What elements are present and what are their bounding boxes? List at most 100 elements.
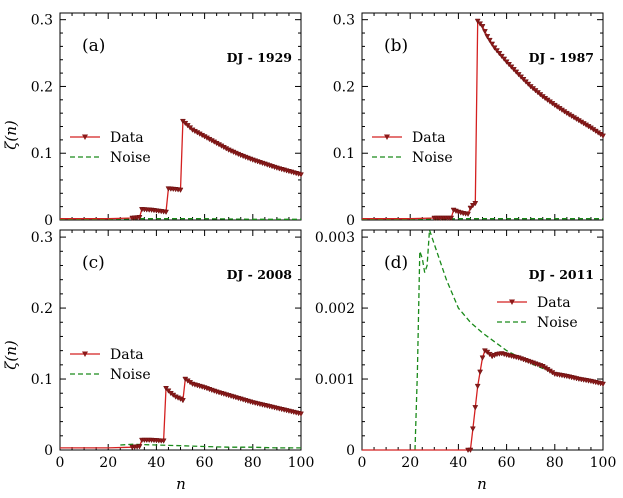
data-marker <box>486 37 493 44</box>
x-axis-label-left: n <box>176 475 186 493</box>
x-tick-label: 100 <box>590 455 617 471</box>
data-marker <box>503 59 510 65</box>
data-marker <box>498 53 505 60</box>
panel-1: 0 0.1 0.2 0.3 (b) DJ - 1987 Data Noise <box>333 12 606 229</box>
panel-2: 0 20 40 60 80 100 0 0.1 0.2 0.3 (c) DJ - 2008 Data No… <box>31 229 315 471</box>
legend-data-marker <box>384 134 390 140</box>
y-axis-label-bottom: ζ(n) <box>2 340 20 370</box>
noise-series-line <box>120 443 301 449</box>
panel-title: DJ - 1987 <box>529 50 594 65</box>
legend-data-label: Data <box>110 347 144 363</box>
data-series-line <box>60 377 302 449</box>
data-marker <box>179 398 186 404</box>
data-marker <box>474 18 481 25</box>
y-tick-label: 0.2 <box>333 79 355 95</box>
y-tick-label: 0.3 <box>31 230 53 246</box>
x-tick-label: 80 <box>546 455 564 471</box>
x-tick-label: 0 <box>358 455 367 471</box>
legend-data-label: Data <box>412 130 446 146</box>
x-tick-label: 60 <box>196 455 214 471</box>
noise-series-line <box>60 218 301 220</box>
y-tick-label: 0.2 <box>31 301 53 317</box>
y-axis-label-top: ζ(n) <box>2 120 20 150</box>
panel-title: DJ - 2011 <box>529 267 594 282</box>
y-tick-label: 0.1 <box>31 372 53 388</box>
y-tick-label: 0.002 <box>315 301 355 317</box>
legend-data-marker <box>82 351 88 357</box>
data-marker <box>448 215 455 222</box>
data-marker <box>477 21 484 27</box>
x-tick-label: 40 <box>147 455 165 471</box>
data-marker <box>474 383 481 390</box>
data-marker <box>510 67 517 73</box>
panels: 0 0.1 0.2 0.3 (a) DJ - 1929 Data Noise 0 0.1 0.2 0.… <box>31 12 617 471</box>
x-tick-label: 60 <box>498 455 516 471</box>
data-marker <box>501 56 508 62</box>
data-marker <box>496 51 503 57</box>
legend-noise-label: Noise <box>537 315 578 331</box>
data-marker <box>506 62 512 68</box>
x-tick-label: 40 <box>449 455 467 471</box>
legend-noise-label: Noise <box>110 367 151 383</box>
y-tick-label: 0.1 <box>333 146 355 162</box>
data-marker <box>298 411 304 417</box>
data-marker <box>467 447 474 454</box>
data-marker <box>477 369 484 375</box>
y-tick-label: 0.003 <box>315 230 355 246</box>
x-tick-label: 20 <box>401 455 419 471</box>
data-marker <box>479 24 486 30</box>
data-marker <box>494 48 500 54</box>
y-tick-label: 0 <box>44 443 53 459</box>
data-marker <box>484 34 491 40</box>
legend: Data Noise <box>497 295 578 331</box>
legend: Data Noise <box>70 347 151 383</box>
legend-data-label: Data <box>537 295 571 311</box>
panel-label: (b) <box>384 36 408 56</box>
legend-noise-label: Noise <box>110 150 151 166</box>
y-tick-label: 0.001 <box>315 372 355 388</box>
y-tick-label: 0 <box>346 443 355 459</box>
data-marker <box>177 187 184 193</box>
x-tick-label: 0 <box>56 455 65 471</box>
data-marker <box>469 203 476 209</box>
data-marker <box>481 29 488 35</box>
panel-0: 0 0.1 0.2 0.3 (a) DJ - 1929 Data Noise <box>31 12 304 229</box>
y-tick-label: 0.3 <box>31 13 53 29</box>
data-marker <box>489 41 496 47</box>
data-marker <box>298 172 304 178</box>
data-marker <box>479 355 486 361</box>
data-marker <box>163 209 169 216</box>
x-tick-label: 80 <box>244 455 262 471</box>
data-marker <box>472 405 479 411</box>
data-marker <box>160 438 167 444</box>
data-series-line <box>60 119 302 220</box>
legend-data-marker <box>82 134 88 140</box>
y-tick-label: 0 <box>346 213 355 229</box>
data-marker <box>600 381 606 388</box>
panel-label: (c) <box>82 253 105 273</box>
data-marker <box>467 205 474 211</box>
data-marker <box>600 133 606 139</box>
legend-data-marker <box>509 299 515 305</box>
noise-series-line <box>414 229 604 451</box>
x-tick-label: 100 <box>288 455 315 471</box>
data-marker <box>136 444 143 450</box>
data-marker <box>491 45 498 51</box>
y-tick-label: 0.2 <box>31 79 53 95</box>
panel-title: DJ - 1929 <box>227 50 292 65</box>
y-tick-label: 0.1 <box>31 146 53 162</box>
data-marker <box>508 64 515 70</box>
y-tick-label: 0 <box>44 213 53 229</box>
legend-noise-label: Noise <box>412 150 453 166</box>
legend: Data Noise <box>70 130 151 166</box>
data-series-line <box>362 349 604 451</box>
x-axis-label-right: n <box>477 475 487 493</box>
panel-label: (d) <box>384 253 408 273</box>
y-tick-label: 0.3 <box>333 13 355 29</box>
x-tick-label: 20 <box>99 455 117 471</box>
data-marker <box>465 211 471 218</box>
data-marker <box>469 426 476 432</box>
panel-title: DJ - 2008 <box>227 267 293 282</box>
data-marker <box>472 201 479 207</box>
